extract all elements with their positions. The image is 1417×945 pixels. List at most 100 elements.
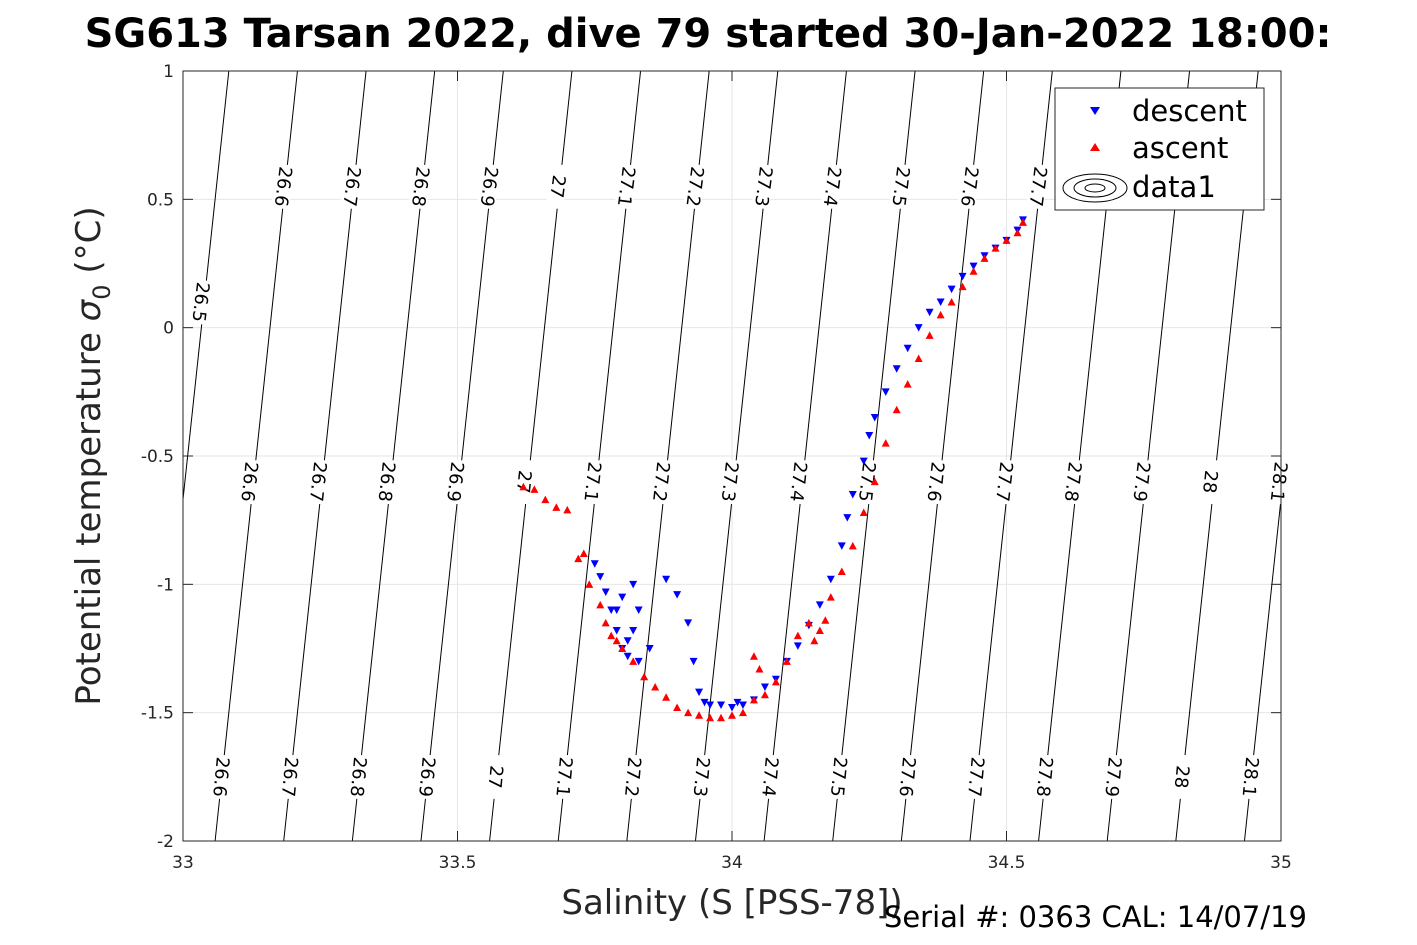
- descent-point: [892, 365, 901, 373]
- descent-point: [623, 652, 632, 661]
- contour-label-gap: [1198, 458, 1221, 505]
- x-tick-label: 35: [1270, 853, 1292, 873]
- density-contour-line: [1243, 494, 1281, 841]
- descent-point: [673, 591, 682, 599]
- descent-point: [925, 308, 934, 317]
- contour-label: 27.8: [1060, 461, 1085, 503]
- ascent-point: [821, 616, 830, 624]
- contour-label: 27.3: [689, 756, 713, 798]
- contour-label-gap: [1266, 458, 1290, 505]
- contour-label: 27.4: [757, 756, 781, 798]
- contour-label: 26.8: [346, 756, 370, 798]
- descent-point: [634, 606, 643, 614]
- y-tick-label: 0.5: [147, 190, 174, 210]
- contour-label-gap: [1170, 754, 1193, 800]
- y-axis-label-unit: (°C): [69, 206, 109, 284]
- contour-label-gap: [545, 163, 569, 210]
- ascent-point: [958, 282, 967, 291]
- contour-label-gap: [443, 458, 467, 505]
- contour-label: 27.1: [551, 756, 575, 798]
- contour-label-gap: [271, 163, 295, 210]
- contour-label: 27: [545, 174, 569, 199]
- ascent-point: [618, 644, 627, 652]
- contour-label: 27: [512, 469, 535, 494]
- contour-label: 27.5: [826, 756, 850, 798]
- descent-point: [738, 701, 747, 709]
- ascent-point: [585, 580, 594, 588]
- ascent-point: [826, 593, 835, 601]
- contour-label-gap: [786, 458, 810, 505]
- legend-contour-icon: [1062, 173, 1128, 203]
- x-tick-label: 33.5: [439, 853, 477, 873]
- ascent-point: [1018, 218, 1027, 226]
- ascent-point: [728, 711, 736, 719]
- contour-label-gap: [374, 458, 398, 505]
- contour-label: 26.8: [374, 461, 399, 503]
- contour-label: 26.9: [414, 756, 438, 798]
- descent-point: [914, 324, 923, 332]
- descent-point: [728, 704, 736, 712]
- contour-label: 28.1: [1266, 461, 1291, 503]
- ascent-point: [859, 508, 868, 516]
- legend-data1-label: data1: [1132, 170, 1216, 204]
- legend-ascent-marker: [1090, 143, 1100, 151]
- contour-label: 27: [484, 764, 507, 789]
- descent-point: [881, 388, 890, 396]
- contour-label-gap: [1025, 163, 1050, 210]
- descent-point: [826, 575, 835, 584]
- contour-label-gap: [751, 163, 775, 210]
- contour-label-gap: [408, 163, 432, 210]
- ascent-point: [749, 695, 758, 704]
- descent-point: [590, 560, 599, 568]
- ascent-point: [980, 254, 989, 262]
- descent-point: [815, 601, 824, 609]
- contour-label: 27.3: [750, 165, 776, 207]
- ascent-point: [760, 690, 769, 699]
- ascent-point: [991, 244, 1000, 252]
- contour-label-gap: [415, 754, 438, 800]
- y-axis-label: Potential temperature σ0 (°C): [69, 206, 116, 705]
- contour-label-gap: [621, 754, 644, 800]
- contour-label: 27.9: [1128, 461, 1153, 503]
- contour-label: 27.7: [963, 756, 987, 798]
- contour-label-gap: [512, 458, 535, 505]
- density-contour-labels: 26.5 26.6 26.7 26.8 26.9 27 27.1 27.2 27.3 27.4 27…: [187, 163, 1291, 800]
- ascent-point: [612, 636, 621, 645]
- ascent-point: [936, 310, 945, 319]
- contour-label-gap: [827, 754, 850, 800]
- contour-label-gap: [682, 163, 707, 210]
- contour-label: 27.6: [956, 165, 982, 207]
- ascent-point: [684, 708, 693, 717]
- y-axis-label-subscript: 0: [88, 284, 116, 299]
- contour-label-gap: [964, 754, 987, 800]
- descent-point: [700, 698, 709, 707]
- contour-label-gap: [209, 754, 232, 800]
- ascent-point: [925, 331, 934, 339]
- y-tick-label: -1: [157, 575, 174, 595]
- ascent-point: [810, 636, 819, 645]
- axes: 33 33.5 34 34.5 35 -2 -1.5 -1 -0.5 0 0.5 1: [141, 62, 1292, 873]
- contour-label: 27.3: [717, 461, 742, 503]
- contour-label-gap: [888, 163, 913, 210]
- y-axis-label-text: Potential temperature: [69, 321, 109, 705]
- ascent-point: [717, 713, 726, 722]
- descent-point: [903, 344, 912, 353]
- descent-point: [689, 657, 698, 666]
- y-tick-label: 1: [163, 62, 174, 82]
- descent-point: [843, 514, 852, 522]
- ascent-point: [793, 631, 802, 640]
- descent-point: [958, 272, 967, 281]
- contour-label: 26.9: [476, 165, 502, 207]
- contour-label: 26.6: [236, 461, 261, 503]
- contour-label-gap: [1033, 754, 1055, 800]
- descent-point: [859, 457, 868, 466]
- contour-label: 27.8: [1032, 756, 1056, 798]
- descent-point: [634, 657, 643, 666]
- descent-point: [662, 575, 671, 584]
- ascent-point: [673, 703, 682, 712]
- contour-label: 27.1: [613, 165, 639, 207]
- contour-label: 26.7: [338, 165, 364, 207]
- contour-label-gap: [957, 163, 981, 210]
- contour-label: 27.2: [682, 165, 708, 207]
- x-axis-label: Salinity (S [PSS-78]): [561, 883, 902, 923]
